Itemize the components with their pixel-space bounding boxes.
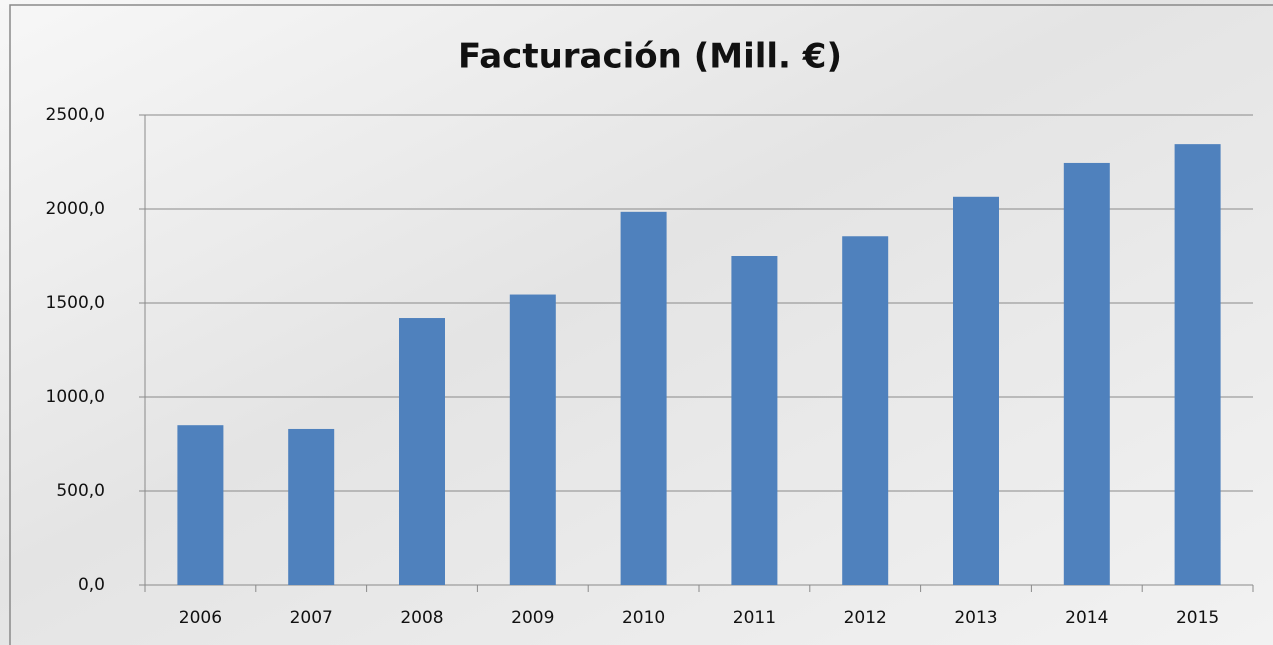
bar bbox=[399, 318, 445, 585]
bar bbox=[510, 295, 556, 585]
x-tick-label: 2015 bbox=[1176, 608, 1219, 628]
bar bbox=[621, 212, 667, 585]
x-tick-label: 2006 bbox=[179, 608, 222, 628]
x-tick-label: 2010 bbox=[622, 608, 665, 628]
bar bbox=[731, 256, 777, 585]
bar bbox=[177, 425, 223, 585]
x-tick-label: 2009 bbox=[511, 608, 554, 628]
x-tick-label: 2013 bbox=[954, 608, 997, 628]
bar bbox=[1175, 144, 1221, 585]
y-tick-label: 2500,0 bbox=[46, 105, 105, 125]
y-tick-label: 500,0 bbox=[56, 481, 105, 501]
bar bbox=[1064, 163, 1110, 585]
x-tick-label: 2014 bbox=[1065, 608, 1108, 628]
x-tick-label: 2007 bbox=[290, 608, 333, 628]
x-tick-label: 2008 bbox=[400, 608, 443, 628]
bar bbox=[842, 236, 888, 585]
y-tick-label: 0,0 bbox=[78, 575, 105, 595]
y-tick-label: 2000,0 bbox=[46, 199, 105, 219]
chart: Facturación (Mill. €) 0,0 500,0 1000,0 1500… bbox=[0, 0, 1273, 645]
bar bbox=[288, 429, 334, 585]
bar bbox=[953, 197, 999, 585]
chart-title: Facturación (Mill. €) bbox=[458, 37, 842, 77]
y-tick-label: 1500,0 bbox=[46, 293, 105, 313]
x-tick-label: 2012 bbox=[844, 608, 887, 628]
x-tick-label: 2011 bbox=[733, 608, 776, 628]
y-tick-label: 1000,0 bbox=[46, 387, 105, 407]
